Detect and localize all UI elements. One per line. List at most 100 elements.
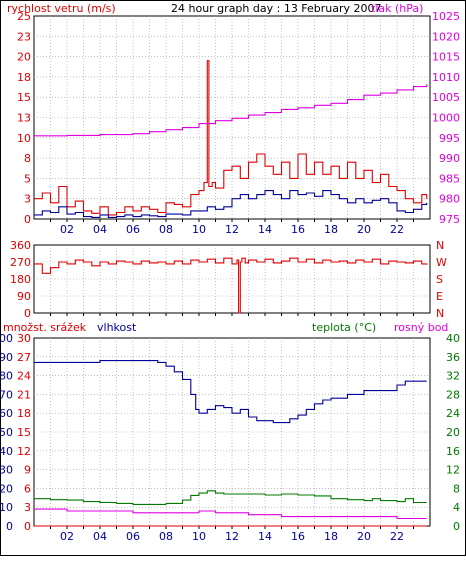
y-right-tick-label: 20 (446, 426, 460, 439)
y-tick-label: 0 (6, 520, 13, 533)
y-right-tick-label: 1020 (432, 30, 460, 43)
y-secondary-tick-label: 27 (17, 351, 31, 364)
y-secondary-tick-label: 12 (17, 445, 31, 458)
y-right-tick-label: 36 (446, 351, 460, 364)
y-tick-label: 360 (10, 239, 31, 252)
y-tick-label: 10 (1, 501, 13, 514)
y-right-tick-label: E (436, 290, 443, 303)
y-tick-label: 23 (17, 30, 31, 43)
x-tick-label: 20 (357, 223, 371, 236)
x-tick-label: 22 (390, 223, 404, 236)
y-right-tick-label: 1005 (432, 91, 460, 104)
y-tick-label: 13 (17, 112, 31, 125)
x-tick-label: 12 (225, 223, 239, 236)
x-tick-label: 14 (258, 530, 272, 543)
y-tick-label: 180 (10, 273, 31, 286)
y-right-tick-label: 40 (446, 332, 460, 345)
y-tick-label: 70 (1, 388, 13, 401)
y-secondary-tick-label: 9 (24, 464, 31, 477)
y-right-tick-label: 1015 (432, 51, 460, 64)
y-right-tick-label: 28 (446, 388, 460, 401)
x-tick-label: 08 (159, 530, 173, 543)
series-line-green (34, 490, 427, 505)
y-tick-label: 10 (17, 132, 31, 145)
x-tick-label: 16 (291, 223, 305, 236)
y-right-tick-label: S (436, 273, 443, 286)
y-right-tick-label: 980 (439, 193, 460, 206)
series-line-red (34, 60, 428, 216)
y-right-tick-label: 1000 (432, 112, 460, 125)
y-tick-label: 90 (1, 351, 13, 364)
x-tick-label: 22 (390, 530, 404, 543)
y-right-tick-label: 0 (453, 520, 460, 533)
x-tick-label: 02 (60, 223, 74, 236)
y-tick-label: 0 (24, 213, 31, 226)
humidity-axis-title: vlhkost (97, 321, 137, 334)
x-tick-label: 18 (324, 223, 338, 236)
y-right-tick-label: 32 (446, 370, 460, 383)
y-tick-label: 20 (17, 51, 31, 64)
series-line-magenta (34, 84, 428, 137)
x-tick-label: 06 (126, 223, 140, 236)
y-tick-label: 270 (10, 256, 31, 269)
temperature-axis-title: teplota (°C) (312, 321, 376, 334)
y-tick-label: 15 (17, 91, 31, 104)
y-right-tick-label: N (436, 239, 444, 252)
y-secondary-tick-label: 15 (17, 426, 31, 439)
y-right-tick-label: 975 (439, 213, 460, 226)
humidity-temperature-panel: 02 04 06 08 10 12 14 16 18 20 22010203040506070809… (0, 332, 460, 543)
y-right-tick-label: 1025 (432, 10, 460, 23)
y-right-tick-label: 995 (439, 132, 460, 145)
y-tick-label: 100 (1, 332, 13, 345)
wind-speed-axis-title: rychlost vetru (m/s) (7, 2, 116, 15)
x-tick-label: 10 (192, 223, 206, 236)
y-secondary-tick-label: 30 (17, 332, 31, 345)
series-line-blue (34, 190, 428, 218)
x-tick-label: 04 (93, 223, 107, 236)
precipitation-axis-title: množst. srážek (3, 321, 87, 334)
y-right-tick-label: 16 (446, 445, 460, 458)
chart-title: 24 hour graph day : 13 February 2007 (171, 2, 382, 15)
y-right-tick-label: 1010 (432, 71, 460, 84)
x-tick-label: 10 (192, 530, 206, 543)
y-tick-label: 20 (1, 482, 13, 495)
x-tick-label: 14 (258, 223, 272, 236)
y-right-tick-label: 4 (453, 501, 460, 514)
x-tick-label: 20 (357, 530, 371, 543)
y-tick-label: 80 (1, 370, 13, 383)
y-tick-label: 0 (24, 307, 31, 320)
y-tick-label: 50 (1, 426, 13, 439)
y-tick-label: 25 (17, 10, 31, 23)
y-right-tick-label: 12 (446, 464, 460, 477)
y-right-tick-label: N (436, 307, 444, 320)
x-tick-label: 06 (126, 530, 140, 543)
y-tick-label: 60 (1, 407, 13, 420)
series-line-magenta (34, 508, 427, 520)
y-secondary-tick-label: 0 (24, 520, 31, 533)
dew-point-axis-title: rosný bod (394, 321, 448, 334)
series-line-red (34, 257, 428, 314)
x-tick-label: 02 (60, 530, 74, 543)
y-right-tick-label: 24 (446, 407, 460, 420)
y-secondary-tick-label: 18 (17, 407, 31, 420)
y-secondary-tick-label: 21 (17, 388, 31, 401)
wind-pressure-panel: 02 04 06 08 10 12 14 16 18 20 22 0 3 5 8 10 13 15 18 20 23 25… (17, 10, 460, 236)
x-tick-label: 18 (324, 530, 338, 543)
y-tick-label: 18 (17, 71, 31, 84)
y-right-tick-label: 985 (439, 172, 460, 185)
series-line-blue (34, 360, 427, 424)
y-secondary-tick-label: 3 (24, 501, 31, 514)
y-tick-label: 40 (1, 445, 13, 458)
y-tick-label: 8 (24, 152, 31, 165)
y-right-tick-label: W (436, 256, 447, 269)
y-right-tick-label: 990 (439, 152, 460, 165)
x-tick-label: 16 (291, 530, 305, 543)
y-secondary-tick-label: 6 (24, 482, 31, 495)
y-tick-label: 3 (24, 193, 31, 206)
x-tick-label: 12 (225, 530, 239, 543)
x-tick-label: 04 (93, 530, 107, 543)
x-tick-label: 08 (159, 223, 173, 236)
